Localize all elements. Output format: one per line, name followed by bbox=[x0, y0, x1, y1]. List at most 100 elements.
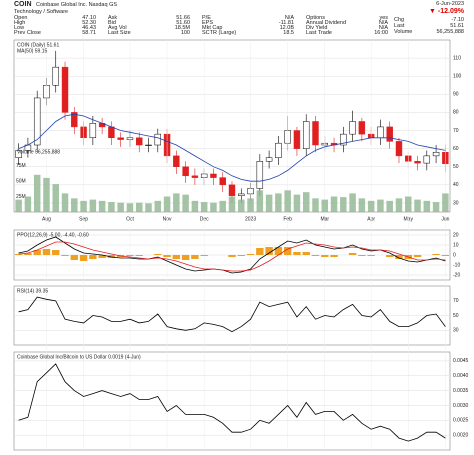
candle-body bbox=[89, 123, 97, 139]
volume-bar bbox=[247, 198, 254, 212]
y-tick-label: 0.0020 bbox=[453, 432, 469, 438]
series-line bbox=[18, 363, 446, 442]
series-line bbox=[18, 296, 446, 333]
panel-frame bbox=[13, 351, 451, 451]
candle-body bbox=[395, 141, 403, 157]
field-label: Div Yield bbox=[306, 25, 328, 31]
candle-body bbox=[414, 161, 421, 164]
histogram-bar bbox=[135, 255, 143, 256]
quote-field: Volume 56,255,888 bbox=[394, 29, 464, 35]
volume-bar bbox=[61, 193, 69, 212]
quote-field: Last Trade 16:00 bbox=[306, 30, 396, 36]
panel-title: Coinbase Global Inc/Bitcoin to US Dollar… bbox=[17, 354, 141, 360]
histogram-bar bbox=[293, 252, 301, 255]
histogram-bar bbox=[33, 250, 41, 255]
y-tick-label: 30 bbox=[453, 328, 459, 334]
histogram-bar bbox=[14, 254, 23, 255]
candle-body bbox=[71, 112, 78, 128]
quote-field: High 52.30 bbox=[14, 20, 104, 26]
field-label: Open bbox=[14, 15, 28, 21]
histogram-bar bbox=[358, 255, 366, 256]
field-label: Low bbox=[14, 25, 25, 31]
field-label: Prev Close bbox=[14, 30, 41, 36]
volume-bar bbox=[238, 199, 245, 212]
field-label: Last Size bbox=[108, 30, 131, 36]
candle-body bbox=[377, 126, 384, 139]
histogram-bar bbox=[191, 255, 199, 259]
histogram-bar bbox=[246, 254, 255, 255]
candle-body bbox=[432, 152, 440, 157]
candle-body bbox=[52, 66, 59, 86]
y-tick-label: 0 bbox=[453, 252, 456, 258]
candle-body bbox=[117, 137, 124, 140]
candle-body bbox=[340, 133, 347, 146]
histogram-bar bbox=[98, 255, 106, 258]
volume-bar bbox=[395, 198, 403, 212]
y-tick-label: 0.0030 bbox=[453, 403, 469, 409]
volume-bar bbox=[219, 200, 226, 212]
candle-body bbox=[61, 66, 69, 113]
field-label: Last bbox=[394, 23, 405, 29]
volume-bar bbox=[52, 184, 59, 212]
candle-body bbox=[312, 121, 319, 146]
candle-body bbox=[265, 157, 273, 162]
histogram-bar bbox=[385, 255, 394, 257]
volume-bar bbox=[126, 203, 134, 212]
volume-bar bbox=[33, 174, 41, 212]
series-line bbox=[18, 241, 446, 272]
histogram-bar bbox=[330, 255, 338, 257]
field-value: -7.10 bbox=[451, 17, 464, 23]
y-tick-label: 50M bbox=[16, 178, 26, 184]
quote-field: Div Yield N/A bbox=[306, 25, 396, 31]
histogram-bar bbox=[42, 249, 51, 255]
field-value: 51.61 bbox=[450, 23, 464, 29]
y-tick-label: 10 bbox=[453, 242, 459, 248]
quote-field: Mkt Cap 12.0B bbox=[202, 25, 302, 31]
histogram-bar bbox=[283, 247, 292, 255]
candle-body bbox=[15, 150, 22, 158]
candle-body bbox=[145, 144, 152, 146]
histogram-bar bbox=[228, 255, 236, 257]
field-value: 18.5 bbox=[283, 30, 294, 36]
volume-bar bbox=[80, 200, 87, 212]
field-value: 18.5M bbox=[174, 25, 190, 31]
candle-body bbox=[33, 97, 41, 146]
field-value: 51.60 bbox=[176, 20, 190, 26]
volume-bar bbox=[405, 196, 412, 212]
histogram-bar bbox=[172, 255, 181, 259]
candle-body bbox=[191, 175, 199, 178]
histogram-bar bbox=[265, 247, 273, 255]
x-tick-label: Oct bbox=[126, 216, 134, 222]
quote-field: Open 47.10 bbox=[14, 15, 104, 21]
y-tick-label: 20 bbox=[453, 232, 459, 238]
quote-field: Ask 51.66 bbox=[108, 15, 198, 21]
volume-bar bbox=[71, 198, 78, 212]
y-tick-label: 40 bbox=[453, 182, 459, 188]
field-label: High bbox=[14, 20, 26, 26]
volume-bar bbox=[423, 200, 431, 212]
histogram-bar bbox=[413, 255, 422, 257]
quote-field: EPS -11.81 bbox=[202, 20, 302, 26]
y-tick-label: -10 bbox=[453, 262, 460, 268]
field-value: 56,255,888 bbox=[436, 29, 464, 35]
field-value: 16:00 bbox=[374, 30, 388, 36]
panel-title: RSI(14) 39.35 bbox=[17, 288, 48, 294]
histogram-bar bbox=[89, 255, 97, 259]
y-tick-label: 30 bbox=[453, 200, 459, 206]
quote-fields: Open 47.10 High 52.30 Low 46.43 Prev Close 58.7… bbox=[14, 15, 396, 36]
field-value: yes bbox=[379, 15, 388, 21]
histogram-bar bbox=[256, 248, 264, 255]
volume-bar bbox=[386, 200, 393, 212]
quote-field: Last Size 100 bbox=[108, 30, 198, 36]
field-label: Avg Vol bbox=[108, 25, 127, 31]
y-tick-label: 70 bbox=[453, 298, 459, 304]
histogram-bar bbox=[311, 255, 320, 256]
y-tick-label: 0.0045 bbox=[453, 358, 469, 364]
field-value: 51.66 bbox=[176, 15, 190, 21]
y-tick-label: 70 bbox=[453, 128, 459, 134]
field-value: 47.10 bbox=[82, 15, 96, 21]
candle-body bbox=[358, 121, 366, 135]
y-tick-label: 50 bbox=[453, 164, 459, 170]
